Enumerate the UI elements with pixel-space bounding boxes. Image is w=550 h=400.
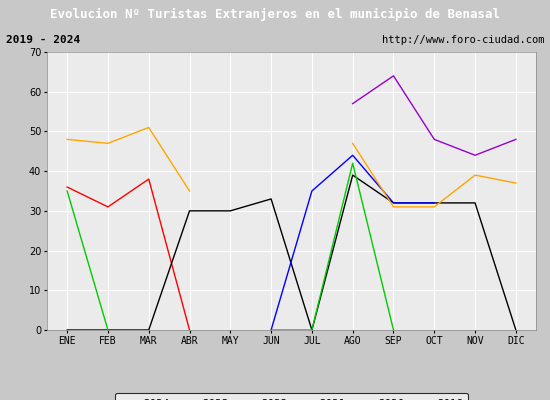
Legend: 2024, 2023, 2022, 2021, 2020, 2019: 2024, 2023, 2022, 2021, 2020, 2019 — [114, 393, 469, 400]
Text: Evolucion Nº Turistas Extranjeros en el municipio de Benasal: Evolucion Nº Turistas Extranjeros en el … — [50, 8, 500, 20]
Text: 2019 - 2024: 2019 - 2024 — [6, 35, 80, 45]
Text: http://www.foro-ciudad.com: http://www.foro-ciudad.com — [382, 35, 544, 45]
